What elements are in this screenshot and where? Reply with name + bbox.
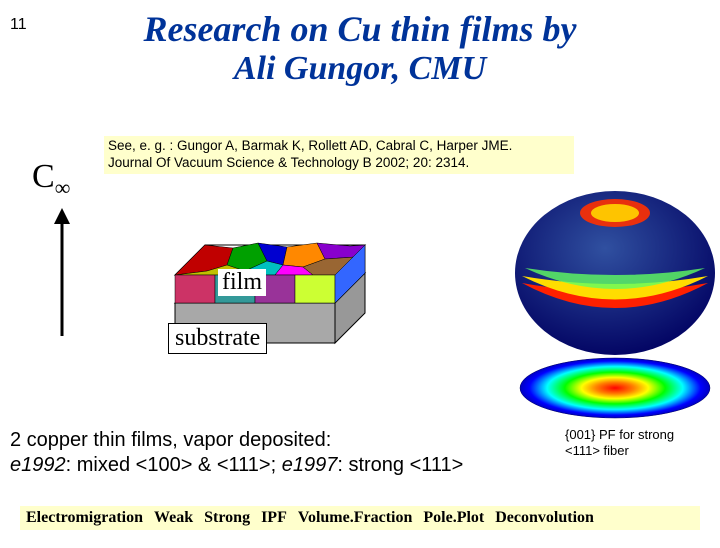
slide-number: 11: [10, 16, 27, 34]
bottom-line2b: : mixed <100> & <111>;: [66, 454, 282, 476]
bottom-description: 2 copper thin films, vapor deposited: e1…: [10, 428, 463, 478]
nav-links: Electromigration Weak Strong IPF Volume.…: [20, 506, 700, 530]
nav-weak[interactable]: Weak: [154, 509, 193, 527]
sample-1992: e1992: [10, 454, 66, 476]
title-line2: Ali Gungor, CMU: [0, 50, 720, 88]
citation-box: See, e. g. : Gungor A, Barmak K, Rollett…: [104, 136, 574, 174]
pf-caption-line2: <111> fiber: [565, 443, 674, 459]
title-line1: Research on Cu thin films by: [0, 8, 720, 50]
slide-title: Research on Cu thin films by Ali Gungor,…: [0, 8, 720, 88]
c-symbol: C: [32, 158, 55, 195]
pole-figure-sphere: [510, 188, 720, 428]
citation-line1: See, e. g. : Gungor A, Barmak K, Rollett…: [108, 138, 570, 155]
nav-deconvolution[interactable]: Deconvolution: [495, 509, 594, 527]
pf-caption-line1: {001} PF for strong: [565, 427, 674, 443]
nav-strong[interactable]: Strong: [204, 509, 250, 527]
grain-layer: [175, 243, 365, 303]
pf-caption: {001} PF for strong <111> fiber: [565, 427, 674, 458]
nav-electromigration[interactable]: Electromigration: [26, 509, 143, 527]
nav-ipf[interactable]: IPF: [261, 509, 287, 527]
bottom-line1: 2 copper thin films, vapor deposited:: [10, 428, 463, 453]
citation-line2: Journal Of Vacuum Science & Technology B…: [108, 155, 570, 172]
bottom-line2d: : strong <111>: [337, 454, 463, 476]
bottom-line2: e1992: mixed <100> & <111>; e1997: stron…: [10, 453, 463, 478]
arrow-up-icon: [50, 208, 74, 338]
substrate-label: substrate: [168, 323, 267, 354]
c-infinity-label: C∞: [32, 158, 70, 201]
sample-1997: e1997: [282, 454, 338, 476]
nav-volumefraction[interactable]: Volume.Fraction: [298, 509, 413, 527]
nav-poleplot[interactable]: Pole.Plot: [423, 509, 484, 527]
c-subscript: ∞: [55, 175, 71, 200]
film-label: film: [218, 269, 266, 296]
